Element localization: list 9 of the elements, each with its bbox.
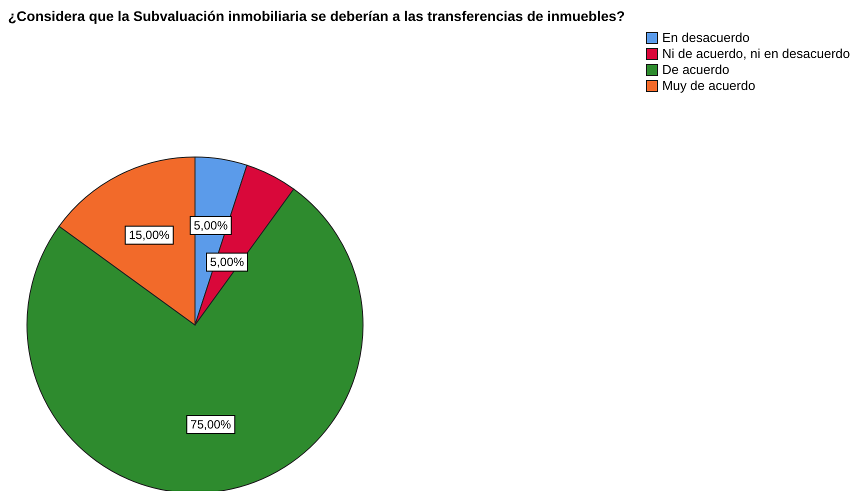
data-label: 5,00% [210, 255, 244, 270]
legend-label: En desacuerdo [662, 30, 750, 46]
legend-label: De acuerdo [662, 62, 730, 78]
data-label: 75,00% [190, 418, 232, 432]
data-label: 15,00% [128, 228, 170, 242]
legend-label: Ni de acuerdo, ni en desacuerdo [662, 46, 850, 62]
legend-label: Muy de acuerdo [662, 78, 756, 94]
data-label: 5,00% [194, 218, 228, 232]
chart-title: ¿Considera que la Subvaluación inmobiliaria se deberían a las transferencias de inmuebles? [8, 8, 625, 24]
